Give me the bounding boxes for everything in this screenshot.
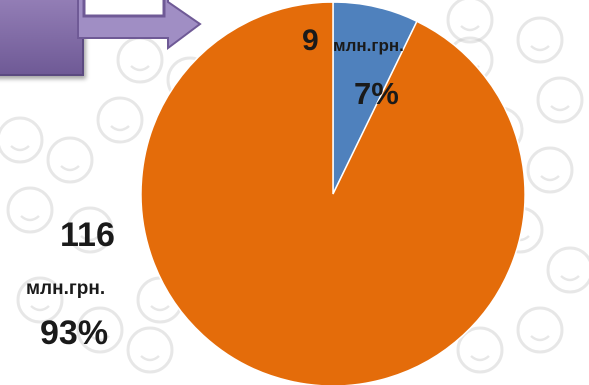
background-face <box>96 96 144 144</box>
background-face <box>6 186 54 234</box>
background-face <box>46 136 94 184</box>
callout-text: ів <box>0 0 7 2</box>
pie-slice-large <box>140 1 526 385</box>
background-face <box>76 306 124 354</box>
label-small-unit: млн.грн. <box>333 36 404 55</box>
background-face <box>66 206 114 254</box>
background-face <box>446 0 494 44</box>
label-large-value: 116 <box>60 216 115 254</box>
background-face <box>546 246 589 294</box>
background-face <box>536 76 584 124</box>
background-face <box>16 276 64 324</box>
callout-box: ів <box>0 0 84 76</box>
background-face <box>0 116 44 164</box>
background-face <box>456 326 504 374</box>
background-face <box>516 306 564 354</box>
label-small-value: 9 <box>302 24 319 57</box>
background-face <box>526 146 574 194</box>
label-small-percent: 7% <box>354 76 399 111</box>
background-face <box>516 16 564 64</box>
label-large-unit: млн.грн. <box>26 278 106 299</box>
background-face <box>126 326 174 374</box>
label-large-percent: 93% <box>40 314 109 352</box>
